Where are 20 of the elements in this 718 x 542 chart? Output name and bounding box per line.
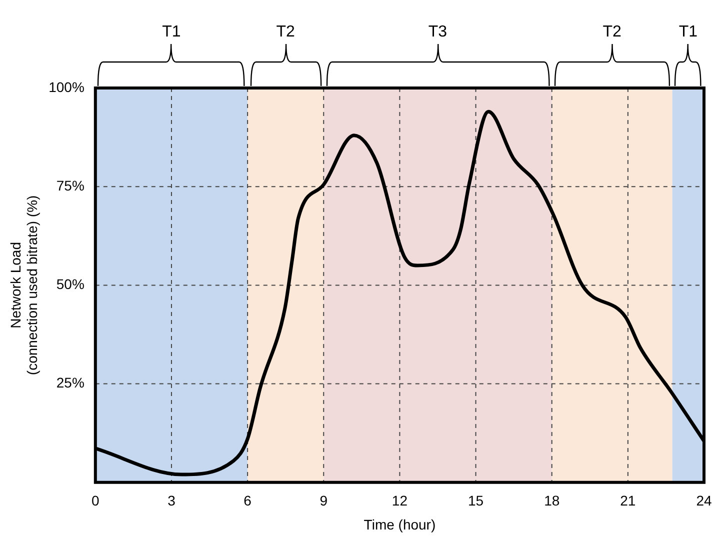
x-tick-label: 15 (468, 492, 484, 509)
band-label: T1 (162, 23, 181, 40)
x-tick-label: 21 (620, 492, 636, 509)
band-label: T2 (602, 23, 622, 40)
x-tick-label: 12 (392, 492, 408, 509)
y-tick-label: 100% (48, 78, 84, 95)
band-label: T3 (428, 23, 448, 40)
x-tick-label: 9 (320, 492, 328, 509)
x-tick-label: 3 (168, 492, 176, 509)
x-tick-label: 0 (92, 492, 100, 509)
band-label: T1 (678, 23, 698, 40)
y-axis-title: Network Load (connection used bitrate) (%) (7, 195, 40, 376)
x-axis-title: Time (hour) (364, 516, 436, 532)
band-label: T2 (276, 23, 296, 40)
x-tick-label: 6 (244, 492, 252, 509)
y-tick-label: 25% (56, 374, 84, 391)
y-tick-label: 50% (56, 276, 84, 292)
y-tick-label: 75% (56, 177, 84, 194)
x-tick-label: 18 (544, 492, 560, 509)
x-tick-label: 24 (696, 492, 712, 509)
